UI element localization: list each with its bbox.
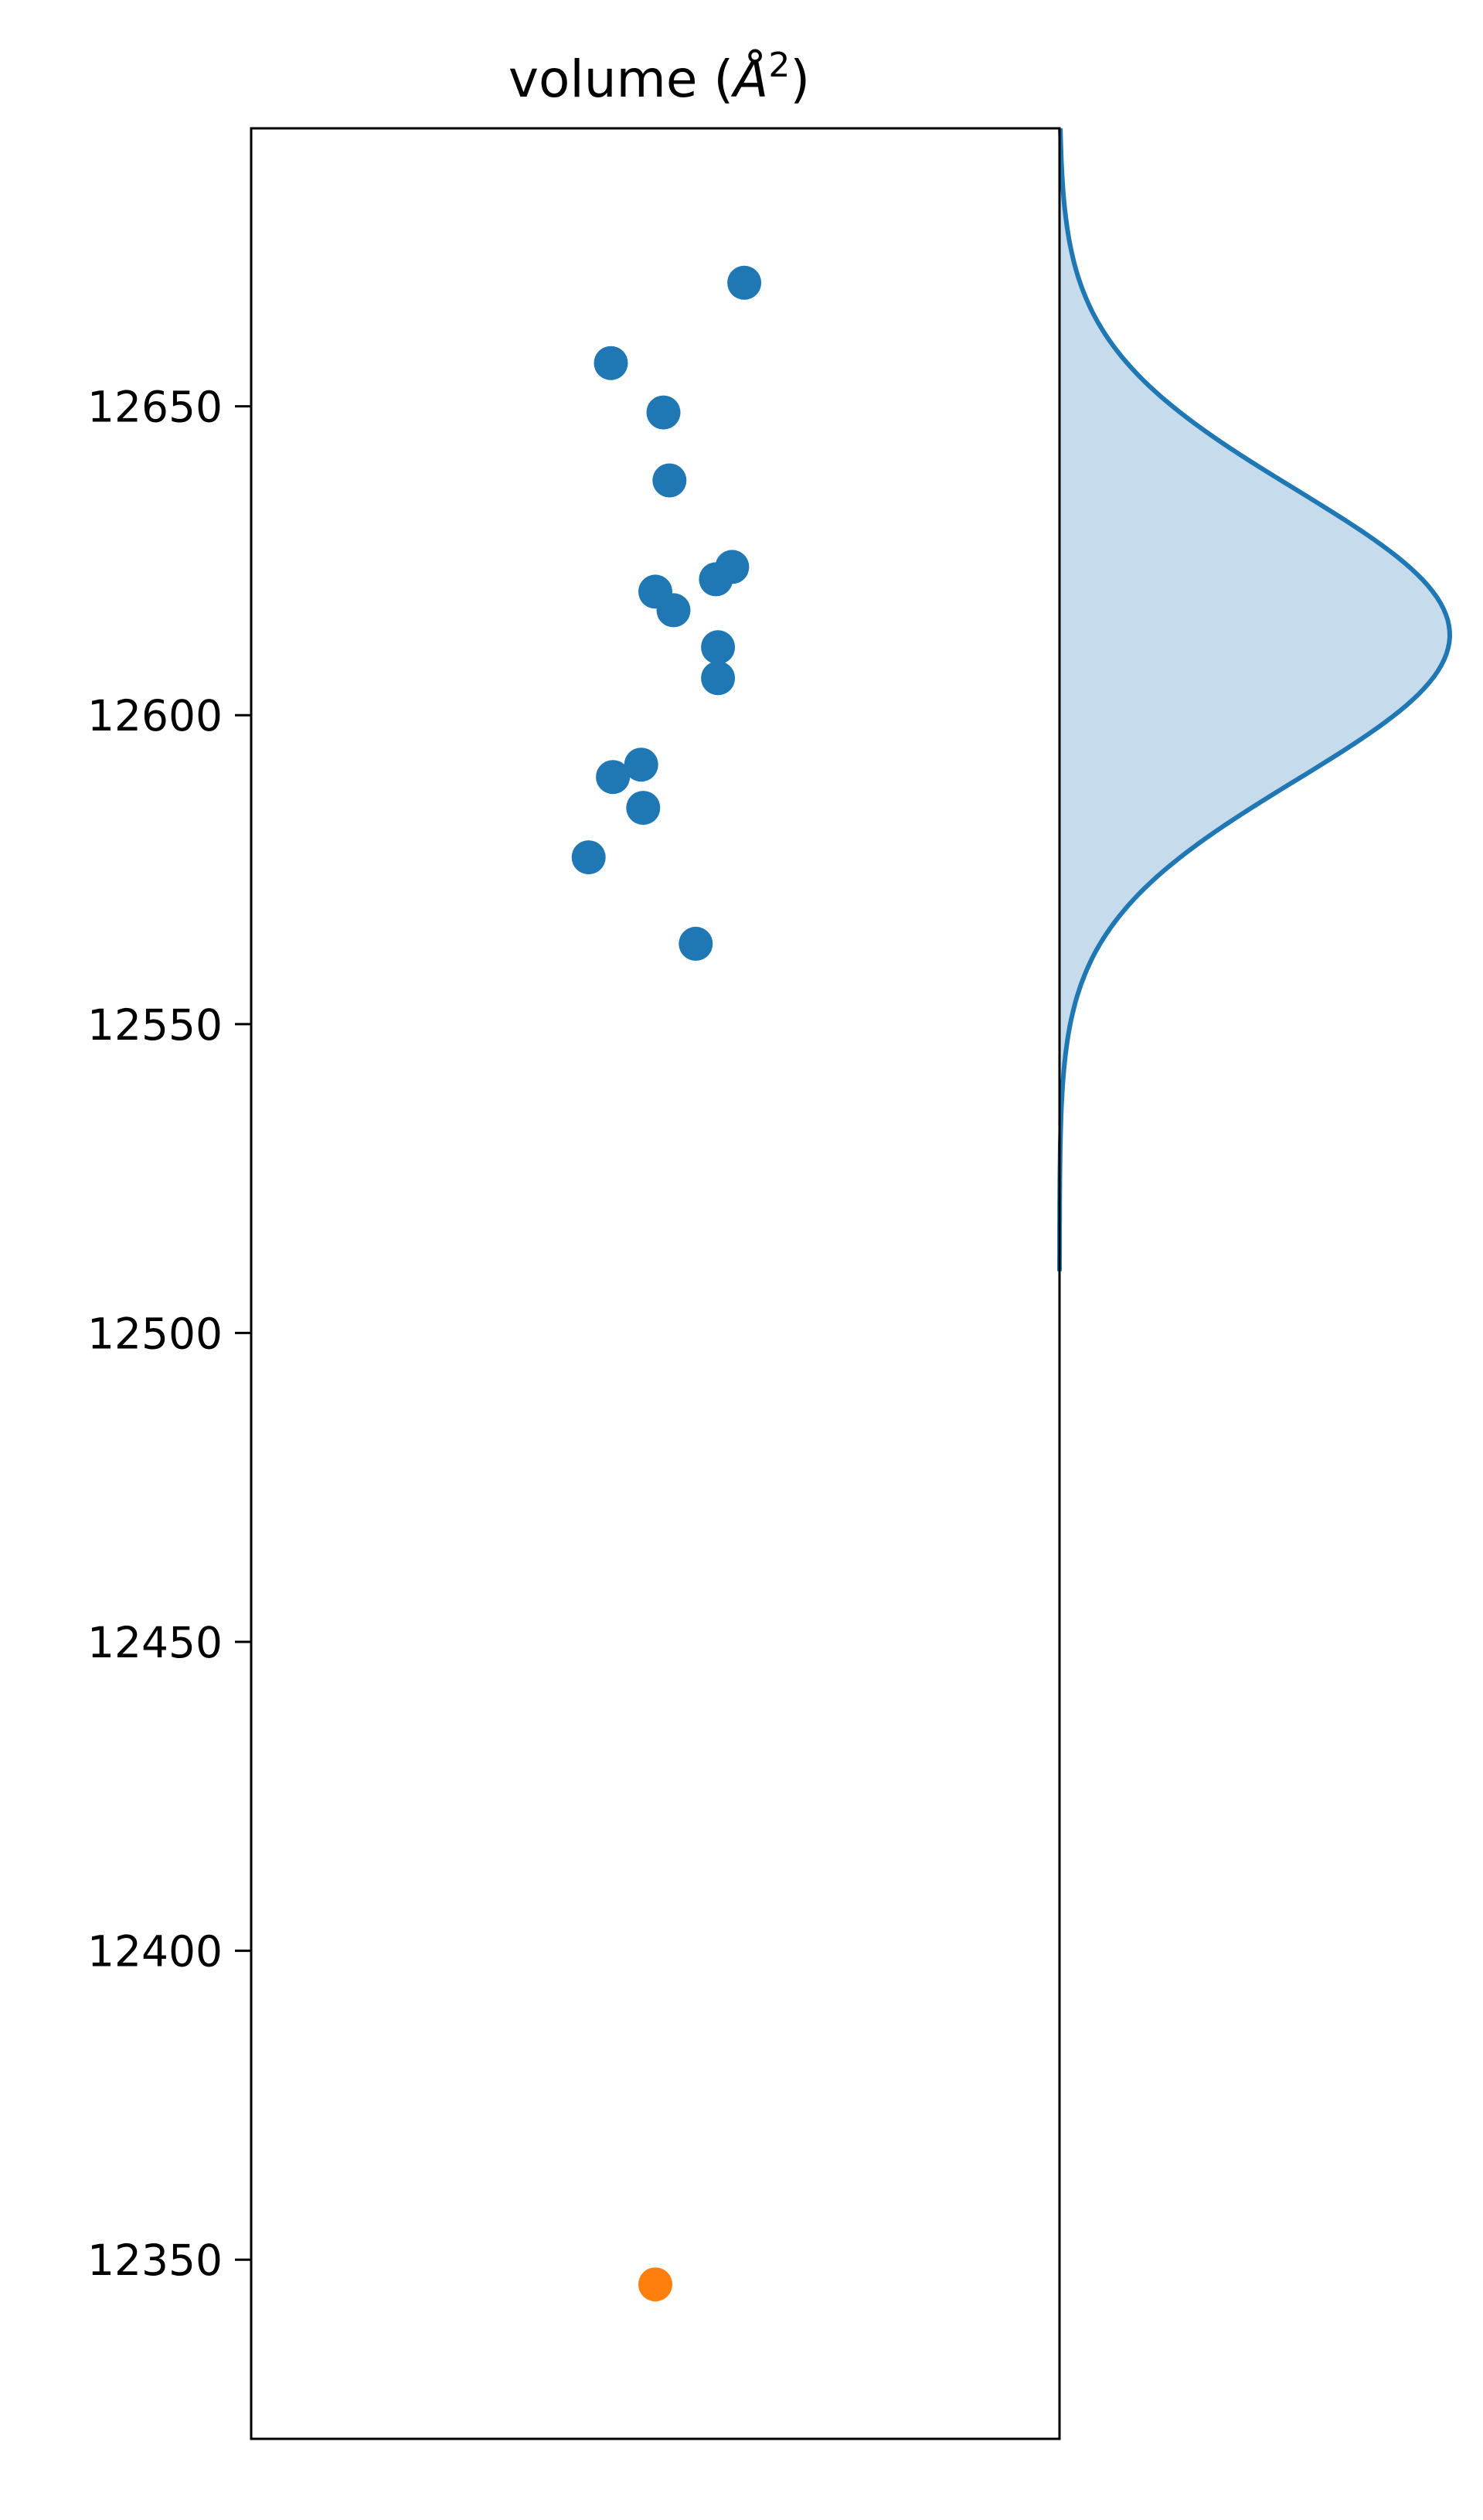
- y-tick-label: 12550: [87, 1000, 223, 1050]
- y-axis: 12350 12400 12450 12500 12550 12600 12650: [87, 383, 251, 2285]
- reference-point: [679, 926, 713, 961]
- y-tick-label: 12600: [87, 691, 223, 741]
- reference-point: [596, 760, 631, 795]
- kde-curve: [1057, 128, 1453, 1272]
- y-tick-label: 12400: [87, 1927, 223, 1977]
- chart-title-unit: Å: [730, 49, 768, 109]
- reference-point: [656, 593, 691, 628]
- reference-point: [646, 395, 681, 430]
- plot-frame: [250, 127, 1061, 2440]
- y-tick-label: 12350: [87, 2236, 223, 2285]
- y-tick-label: 12450: [87, 1618, 223, 1667]
- highlight-point: [638, 2267, 672, 2302]
- y-tick-label: 12500: [87, 1309, 223, 1358]
- reference-point: [626, 791, 661, 826]
- reference-point: [652, 463, 687, 498]
- reference-point: [594, 346, 628, 380]
- reference-point: [699, 562, 733, 597]
- scatter-points: [571, 265, 762, 2302]
- chart-title: volume (Å2): [509, 46, 810, 109]
- reference-point: [701, 661, 736, 696]
- kde-panel: [1057, 128, 1453, 1272]
- chart-title-exponent: 2: [768, 46, 790, 85]
- reference-point: [571, 840, 606, 875]
- chart-title-close: ): [790, 49, 810, 109]
- kde-fill: [1060, 128, 1450, 1272]
- reference-point: [727, 265, 762, 300]
- reference-point: [701, 630, 736, 665]
- y-tick-label: 12650: [87, 383, 223, 432]
- chart-title-main: volume (: [509, 49, 733, 109]
- reference-point: [624, 747, 658, 782]
